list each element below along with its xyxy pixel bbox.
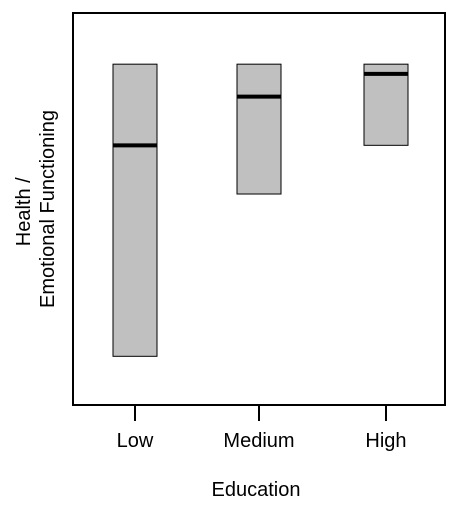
boxes-layer [112, 63, 409, 357]
y-axis-label-line-2: Emotional Functioning [37, 110, 59, 308]
box-high [363, 63, 409, 146]
x-axis-label: Education [212, 479, 301, 501]
x-tick-label-high: High [365, 430, 406, 452]
x-ticks: Low Medium High [117, 405, 407, 452]
box-low [112, 63, 158, 357]
y-axis-label: Health / Emotional Functioning [13, 110, 59, 308]
x-tick-label-low: Low [117, 430, 154, 452]
x-tick-label-medium: Medium [223, 430, 294, 452]
y-axis-label-line-1: Health / [13, 177, 35, 246]
box-medium [236, 63, 282, 195]
